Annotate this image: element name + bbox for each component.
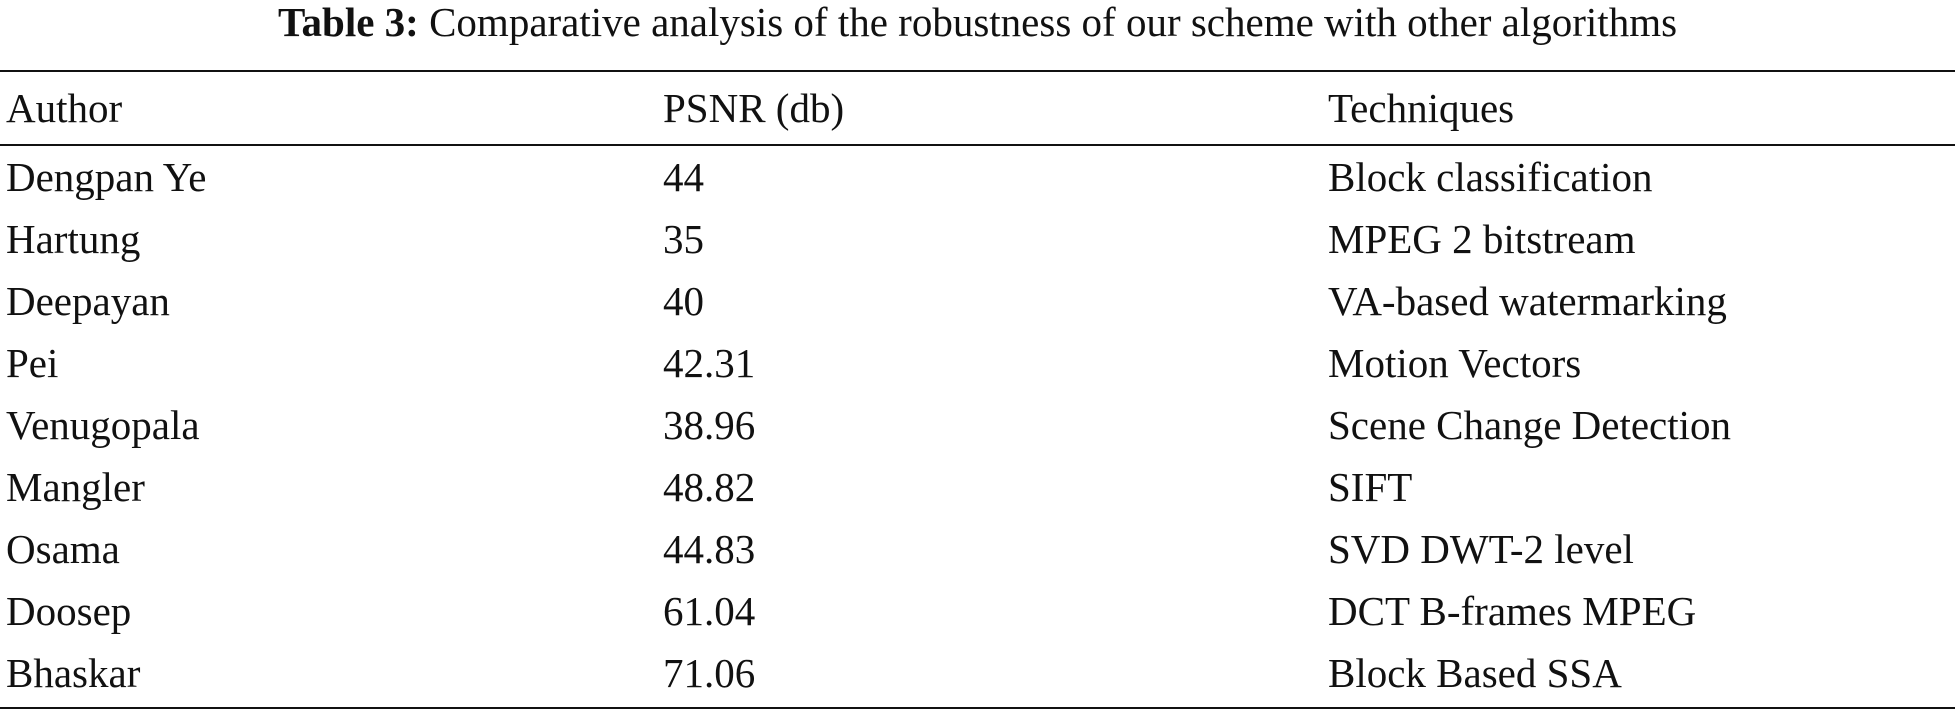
table-header-rule xyxy=(0,144,1955,146)
cell-author: Dengpan Ye xyxy=(6,154,207,200)
table-row: Pei 42.31 Motion Vectors xyxy=(0,332,1955,394)
cell-author: Doosep xyxy=(6,588,132,634)
cell-psnr: 71.06 xyxy=(663,650,756,696)
cell-psnr: 44 xyxy=(663,154,704,200)
table-row: Mangler 48.82 SIFT xyxy=(0,456,1955,518)
table-body: Dengpan Ye 44 Block classification Hartu… xyxy=(0,146,1955,704)
table-row: Doosep 61.04 DCT B-frames MPEG xyxy=(0,580,1955,642)
table-row: Dengpan Ye 44 Block classification xyxy=(0,146,1955,208)
table-bottom-rule xyxy=(0,707,1955,709)
cell-author: Osama xyxy=(6,526,120,572)
cell-psnr: 44.83 xyxy=(663,526,756,572)
cell-psnr: 61.04 xyxy=(663,588,756,634)
table-header-row: Author PSNR (db) Techniques xyxy=(0,72,1955,144)
table-caption-text: Comparative analysis of the robustness o… xyxy=(429,0,1678,45)
cell-technique: Block classification xyxy=(1328,154,1653,200)
cell-technique: Scene Change Detection xyxy=(1328,402,1732,448)
table-row: Deepayan 40 VA-based watermarking xyxy=(0,270,1955,332)
comparison-table: Author PSNR (db) Techniques xyxy=(0,72,1955,144)
table-row: Venugopala 38.96 Scene Change Detection xyxy=(0,394,1955,456)
cell-author: Hartung xyxy=(6,216,141,262)
table-caption-label: Table 3: xyxy=(277,0,419,45)
header-author: Author xyxy=(6,85,123,131)
cell-psnr: 48.82 xyxy=(663,464,756,510)
table-row: Hartung 35 MPEG 2 bitstream xyxy=(0,208,1955,270)
cell-technique: SVD DWT-2 level xyxy=(1328,526,1634,572)
cell-psnr: 42.31 xyxy=(663,340,756,386)
cell-psnr: 40 xyxy=(663,278,704,324)
table-top-rule xyxy=(0,70,1955,72)
cell-psnr: 38.96 xyxy=(663,402,756,448)
cell-technique: DCT B-frames MPEG xyxy=(1328,588,1697,634)
cell-technique: SIFT xyxy=(1328,464,1413,510)
table-row: Osama 44.83 SVD DWT-2 level xyxy=(0,518,1955,580)
cell-author: Pei xyxy=(6,340,59,386)
cell-technique: MPEG 2 bitstream xyxy=(1328,216,1636,262)
cell-author: Bhaskar xyxy=(6,650,141,696)
cell-psnr: 35 xyxy=(663,216,704,262)
header-psnr: PSNR (db) xyxy=(663,85,845,131)
cell-technique: Motion Vectors xyxy=(1328,340,1582,386)
cell-technique: VA-based watermarking xyxy=(1328,278,1727,324)
table-row: Bhaskar 71.06 Block Based SSA xyxy=(0,642,1955,704)
cell-author: Venugopala xyxy=(6,402,200,448)
header-techniques: Techniques xyxy=(1328,85,1515,131)
cell-author: Mangler xyxy=(6,464,145,510)
cell-technique: Block Based SSA xyxy=(1328,650,1622,696)
cell-author: Deepayan xyxy=(6,278,170,324)
table-caption: Table 3: Comparative analysis of the rob… xyxy=(0,0,1955,58)
